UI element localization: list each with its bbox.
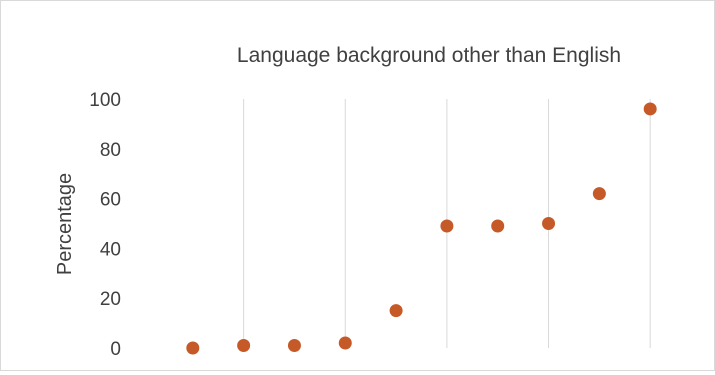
data-point bbox=[389, 304, 403, 318]
data-point bbox=[643, 102, 657, 116]
y-tick-label: 0 bbox=[110, 339, 121, 360]
y-axis-label: Percentage bbox=[54, 173, 76, 275]
data-point bbox=[287, 339, 301, 353]
y-axis-ticks: 0 20 40 60 80 100 bbox=[89, 90, 121, 360]
y-tick-label: 20 bbox=[100, 289, 121, 310]
y-tick-label: 100 bbox=[89, 90, 121, 111]
chart-title: Language background other than English bbox=[237, 44, 621, 67]
data-points bbox=[186, 102, 657, 355]
data-point bbox=[592, 187, 606, 201]
data-point bbox=[237, 339, 251, 353]
data-point bbox=[186, 341, 200, 355]
y-tick-label: 60 bbox=[100, 190, 121, 211]
data-point bbox=[491, 219, 505, 233]
data-point bbox=[338, 336, 352, 350]
data-point bbox=[542, 217, 556, 230]
y-tick-label: 40 bbox=[100, 239, 121, 260]
y-tick-label: 80 bbox=[100, 140, 121, 161]
data-point bbox=[440, 219, 454, 233]
